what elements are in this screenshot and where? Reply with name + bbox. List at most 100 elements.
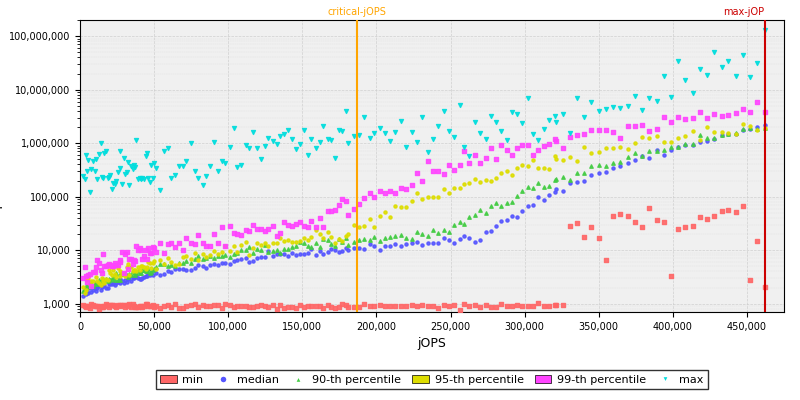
Point: [294, 251, 306, 257]
Point: [317, 304, 330, 311]
Point: [211, 262, 224, 268]
Point: [750, 238, 763, 244]
Point: [758, 125, 771, 131]
Point: [102, 281, 115, 288]
Point: [368, 194, 381, 200]
Point: [426, 136, 439, 142]
Point: [108, 277, 121, 283]
Point: [116, 181, 129, 187]
Point: [90, 156, 102, 162]
Point: [147, 160, 160, 166]
Point: [113, 268, 126, 274]
Point: [227, 251, 240, 258]
Point: [679, 133, 692, 139]
Point: [95, 304, 108, 310]
Point: [129, 304, 142, 310]
Point: [254, 242, 267, 248]
Point: [672, 134, 685, 141]
Point: [643, 134, 656, 141]
Point: [340, 108, 353, 115]
Point: [694, 132, 706, 138]
Point: [104, 281, 117, 288]
Point: [106, 272, 118, 278]
Point: [132, 275, 145, 282]
Point: [142, 175, 155, 182]
Point: [593, 108, 606, 114]
Point: [411, 190, 424, 197]
Point: [658, 114, 670, 120]
Point: [258, 254, 271, 260]
Point: [188, 168, 201, 174]
Point: [556, 187, 569, 194]
Point: [208, 255, 221, 261]
Point: [564, 180, 577, 186]
Point: [368, 130, 381, 136]
Point: [542, 141, 555, 147]
Point: [200, 254, 213, 261]
Point: [321, 207, 334, 214]
Point: [120, 302, 133, 308]
Point: [158, 260, 170, 267]
Point: [548, 177, 561, 184]
Point: [137, 264, 150, 270]
Point: [750, 60, 763, 66]
Point: [196, 250, 209, 257]
Point: [737, 106, 750, 113]
Point: [302, 152, 314, 158]
Point: [227, 125, 240, 132]
Point: [231, 257, 244, 264]
Point: [744, 277, 757, 284]
Point: [100, 301, 113, 307]
Point: [111, 265, 124, 271]
Point: [310, 145, 322, 151]
Point: [585, 150, 598, 156]
Point: [97, 283, 110, 290]
Point: [282, 252, 294, 259]
Point: [118, 304, 131, 310]
Point: [438, 235, 450, 242]
Point: [87, 283, 100, 290]
Point: [100, 276, 113, 282]
Point: [234, 247, 247, 253]
Point: [715, 64, 728, 70]
Point: [394, 118, 407, 124]
Point: [118, 271, 130, 278]
Point: [90, 285, 103, 292]
Point: [635, 152, 648, 159]
Point: [526, 152, 539, 158]
Point: [340, 198, 353, 204]
Point: [118, 273, 131, 279]
Point: [266, 253, 279, 259]
Point: [106, 302, 119, 308]
Point: [154, 272, 166, 278]
Point: [146, 267, 159, 274]
Point: [758, 27, 771, 33]
Point: [169, 262, 182, 268]
Point: [188, 256, 201, 262]
Point: [570, 170, 583, 176]
Point: [363, 237, 376, 243]
Point: [379, 242, 392, 249]
Point: [474, 304, 486, 310]
Point: [672, 114, 685, 120]
Point: [231, 230, 244, 237]
Point: [176, 247, 189, 253]
Point: [134, 270, 147, 276]
Point: [317, 235, 330, 241]
Point: [606, 213, 619, 220]
Point: [490, 118, 502, 125]
Point: [266, 302, 279, 308]
Point: [270, 240, 283, 246]
Point: [448, 166, 461, 173]
Point: [578, 234, 590, 240]
Point: [336, 301, 349, 308]
Point: [715, 113, 728, 119]
Point: [286, 239, 298, 245]
Point: [564, 154, 577, 160]
Point: [133, 267, 146, 273]
Point: [453, 219, 466, 225]
Point: [305, 234, 318, 240]
Point: [169, 301, 182, 308]
Point: [158, 271, 170, 278]
Point: [606, 165, 619, 171]
